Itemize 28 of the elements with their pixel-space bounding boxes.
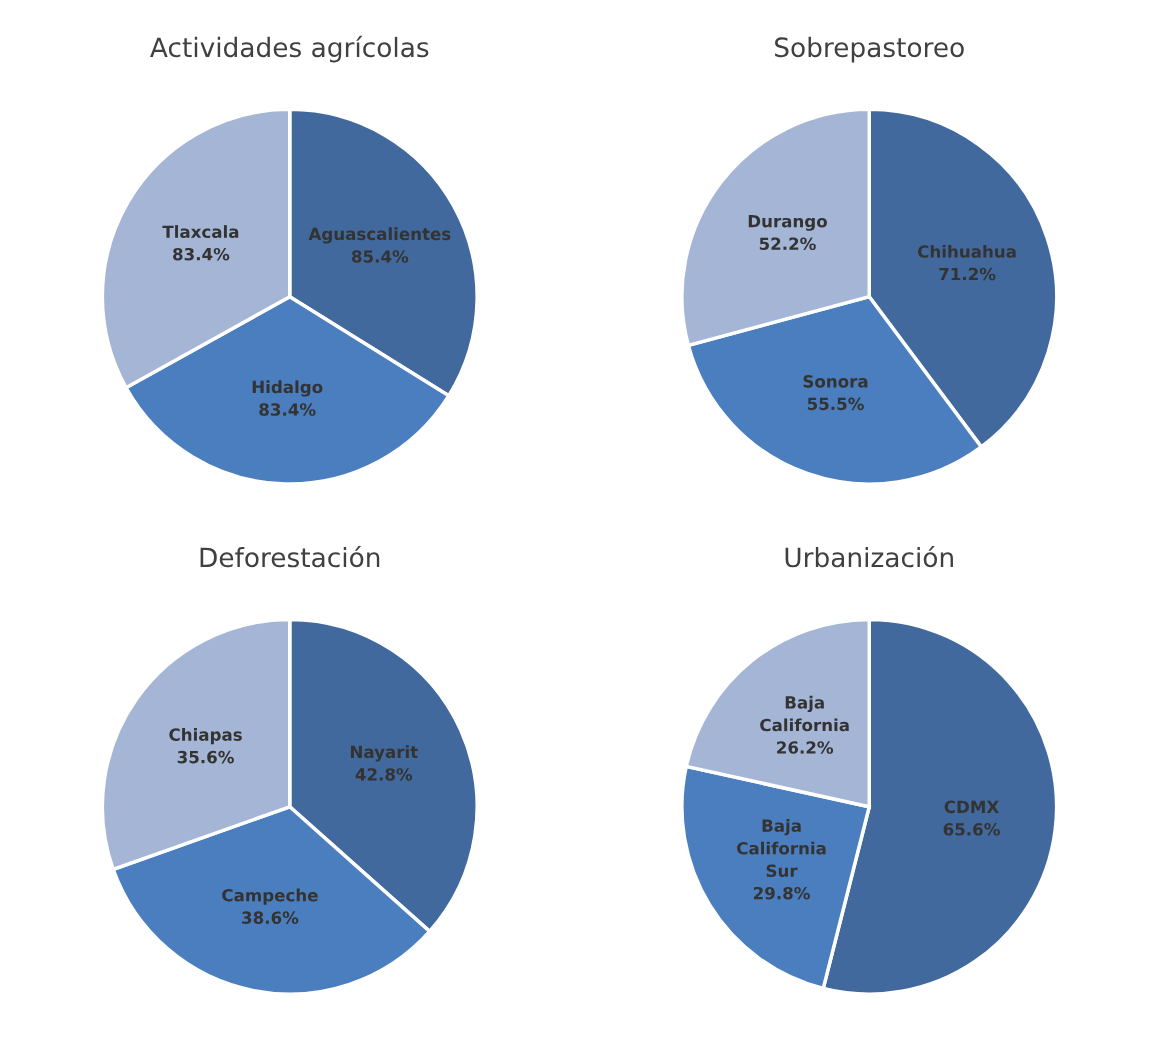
chart-title: Urbanización <box>785 545 953 568</box>
chart-title: Deforestación <box>200 545 380 568</box>
slice-label: Chihuahua <box>918 244 1016 258</box>
data-label: 85.4% <box>351 250 409 263</box>
data-label: 71.2% <box>939 267 996 281</box>
data-label: 26.2% <box>777 741 834 754</box>
slice-label: Baja California <box>760 695 849 732</box>
data-label: 65.6% <box>943 822 1000 836</box>
data-label: 35.6% <box>177 750 234 764</box>
data-label: 55.5% <box>807 397 864 411</box>
slice-label: Campeche <box>222 888 318 905</box>
chart-title: Actividades agrícolas <box>150 35 429 63</box>
data-label: 83.4% <box>173 247 230 261</box>
slice-label: Hidalgo <box>252 380 323 397</box>
slice-label: Tlaxcala <box>162 225 239 239</box>
slice-label: Nayarit <box>350 745 418 762</box>
data-label: 83.4% <box>259 403 316 416</box>
data-label: 29.8% <box>753 886 810 900</box>
slice-label: Sonora <box>803 375 868 388</box>
slice-label: Chiapas <box>169 728 242 745</box>
chart-title: Sobrepastoreo <box>775 36 964 63</box>
data-label: 42.8% <box>355 768 413 781</box>
slice-label: CDMX <box>944 800 999 814</box>
data-label: 52.2% <box>759 237 816 251</box>
slice-label: Baja California Sur <box>737 819 826 878</box>
slice-label: Durango <box>748 215 827 231</box>
data-label: 38.6% <box>242 911 299 924</box>
slice-label: Aguascalientes <box>308 227 451 244</box>
